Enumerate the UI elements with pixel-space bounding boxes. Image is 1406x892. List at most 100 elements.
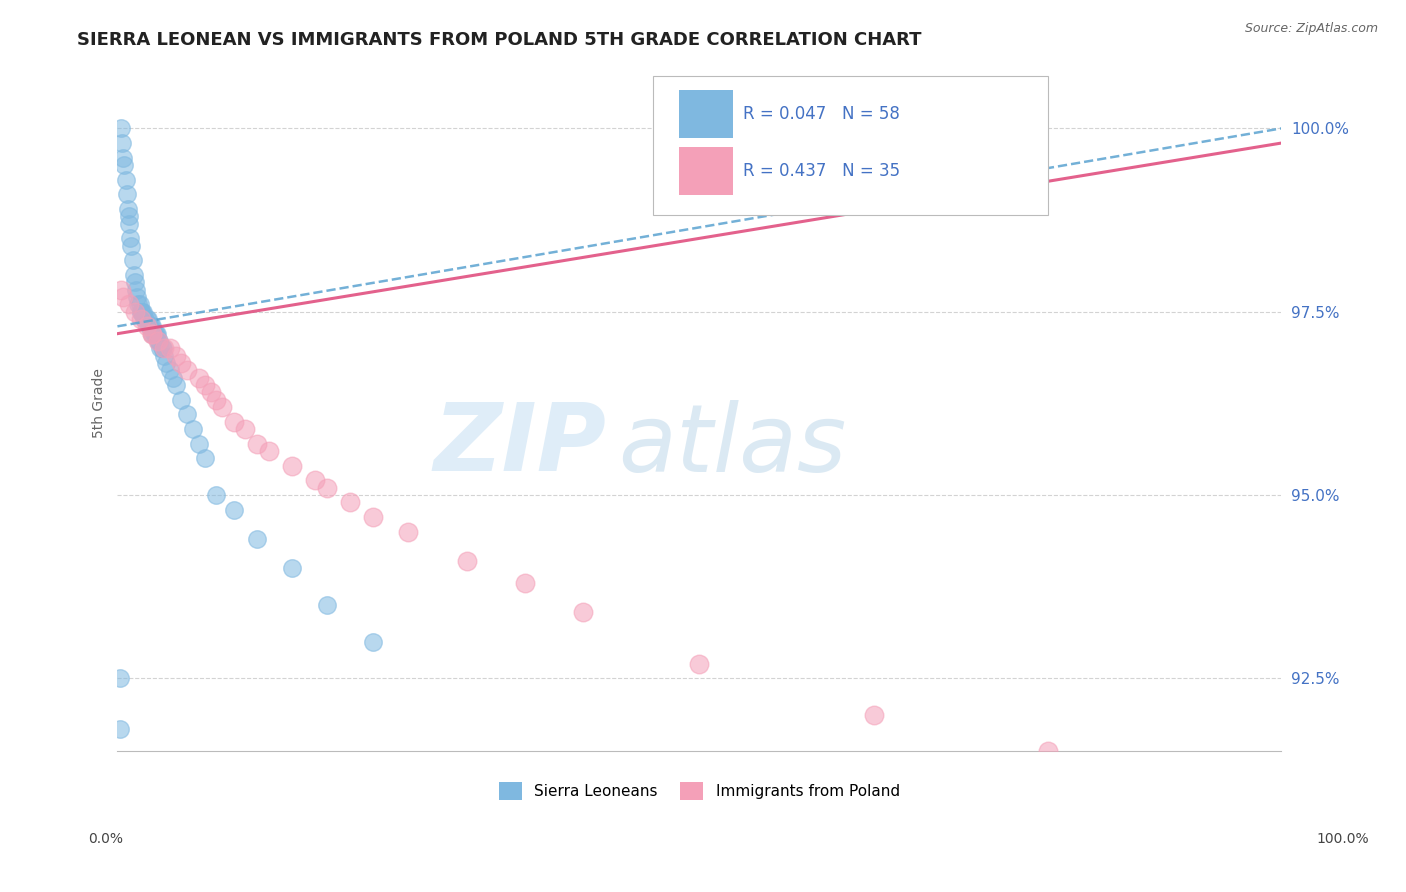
Point	[114, 173, 136, 187]
Point	[146, 334, 169, 348]
Point	[145, 326, 167, 341]
Point	[257, 444, 280, 458]
Y-axis label: 5th Grade: 5th Grade	[93, 368, 107, 438]
Point	[127, 297, 149, 311]
Point	[194, 451, 217, 466]
Point	[129, 304, 152, 318]
Text: R = 0.047   N = 58: R = 0.047 N = 58	[744, 105, 900, 123]
Point	[117, 202, 139, 216]
Point	[572, 605, 595, 619]
Point	[118, 297, 141, 311]
Point	[688, 657, 710, 671]
Point	[143, 326, 166, 341]
Point	[456, 554, 478, 568]
Point	[187, 436, 209, 450]
Point	[246, 532, 269, 546]
Point	[135, 319, 157, 334]
Text: Source: ZipAtlas.com: Source: ZipAtlas.com	[1244, 22, 1378, 36]
Point	[141, 319, 163, 334]
Text: 0.0%: 0.0%	[89, 832, 122, 846]
Point	[165, 349, 187, 363]
Point	[134, 312, 156, 326]
Point	[111, 136, 134, 150]
Point	[124, 304, 146, 318]
Point	[339, 495, 361, 509]
Point	[211, 400, 233, 414]
Point	[124, 276, 146, 290]
Point	[222, 502, 245, 516]
Point	[153, 342, 176, 356]
Point	[131, 304, 153, 318]
Point	[121, 253, 143, 268]
Text: SIERRA LEONEAN VS IMMIGRANTS FROM POLAND 5TH GRADE CORRELATION CHART: SIERRA LEONEAN VS IMMIGRANTS FROM POLAND…	[77, 31, 922, 49]
Point	[128, 297, 150, 311]
Point	[862, 707, 884, 722]
Point	[141, 326, 163, 341]
Point	[120, 238, 142, 252]
Point	[112, 290, 135, 304]
Point	[135, 312, 157, 326]
Point	[110, 121, 132, 136]
Point	[200, 385, 222, 400]
Point	[122, 268, 145, 282]
Point	[396, 524, 419, 539]
FancyBboxPatch shape	[679, 146, 733, 194]
Point	[181, 422, 204, 436]
Point	[159, 342, 181, 356]
FancyBboxPatch shape	[679, 90, 733, 138]
Point	[127, 290, 149, 304]
Point	[148, 334, 170, 348]
Point	[142, 326, 165, 341]
Point	[112, 158, 135, 172]
Point	[108, 671, 131, 685]
Point	[146, 334, 169, 348]
Legend: Sierra Leoneans, Immigrants from Poland: Sierra Leoneans, Immigrants from Poland	[492, 776, 905, 806]
Text: ZIP: ZIP	[433, 399, 606, 491]
Point	[141, 326, 163, 341]
Point	[125, 283, 148, 297]
Point	[363, 509, 385, 524]
Point	[316, 598, 339, 612]
Point	[118, 217, 141, 231]
Text: 100.0%: 100.0%	[1316, 832, 1369, 846]
Point	[146, 326, 169, 341]
Point	[141, 319, 163, 334]
Point	[129, 304, 152, 318]
Point	[235, 422, 257, 436]
Point	[187, 370, 209, 384]
Point	[155, 356, 177, 370]
Point	[139, 319, 162, 334]
Point	[176, 363, 198, 377]
Point	[159, 363, 181, 377]
Point	[149, 342, 172, 356]
Point	[152, 342, 174, 356]
Point	[513, 575, 536, 590]
Point	[194, 378, 217, 392]
FancyBboxPatch shape	[652, 76, 1049, 215]
Point	[304, 473, 326, 487]
Point	[115, 187, 138, 202]
Point	[222, 415, 245, 429]
Point	[281, 458, 304, 473]
Point	[141, 326, 163, 341]
Point	[150, 342, 173, 356]
Point	[162, 370, 184, 384]
Point	[281, 561, 304, 575]
Point	[246, 436, 269, 450]
Point	[138, 319, 160, 334]
Point	[110, 283, 132, 297]
Point	[170, 392, 193, 407]
Text: R = 0.437   N = 35: R = 0.437 N = 35	[744, 161, 901, 179]
Point	[176, 407, 198, 421]
Point	[170, 356, 193, 370]
Point	[134, 312, 156, 326]
Point	[118, 210, 141, 224]
Point	[165, 378, 187, 392]
Point	[132, 304, 155, 318]
Text: atlas: atlas	[617, 400, 846, 491]
Point	[1038, 744, 1060, 758]
Point	[153, 349, 176, 363]
Point	[120, 231, 142, 245]
Point	[316, 481, 339, 495]
Point	[112, 151, 135, 165]
